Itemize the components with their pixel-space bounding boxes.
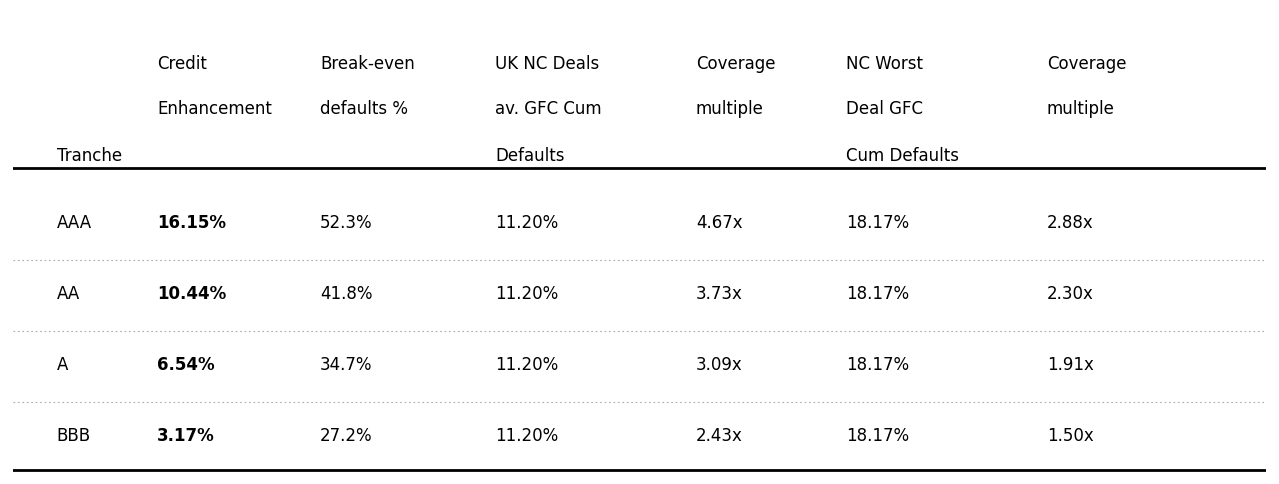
Text: AAA: AAA: [56, 214, 92, 232]
Text: 52.3%: 52.3%: [320, 214, 372, 232]
Text: av. GFC Cum: av. GFC Cum: [495, 100, 602, 118]
Text: BBB: BBB: [56, 427, 91, 445]
Text: 11.20%: 11.20%: [495, 427, 559, 445]
Text: 18.17%: 18.17%: [847, 285, 909, 303]
Text: 2.30x: 2.30x: [1046, 285, 1094, 303]
Text: Tranche: Tranche: [56, 147, 122, 165]
Text: 11.20%: 11.20%: [495, 356, 559, 374]
Text: 3.17%: 3.17%: [157, 427, 215, 445]
Text: 3.73x: 3.73x: [696, 285, 743, 303]
Text: Deal GFC: Deal GFC: [847, 100, 923, 118]
Text: multiple: multiple: [1046, 100, 1115, 118]
Text: multiple: multiple: [696, 100, 764, 118]
Text: 18.17%: 18.17%: [847, 214, 909, 232]
Text: 10.44%: 10.44%: [157, 285, 226, 303]
Text: A: A: [56, 356, 68, 374]
Text: defaults %: defaults %: [320, 100, 408, 118]
Text: Break-even: Break-even: [320, 55, 414, 73]
Text: 1.91x: 1.91x: [1046, 356, 1094, 374]
Text: Coverage: Coverage: [696, 55, 775, 73]
Text: 11.20%: 11.20%: [495, 214, 559, 232]
Text: 2.88x: 2.88x: [1046, 214, 1094, 232]
Text: 18.17%: 18.17%: [847, 356, 909, 374]
Text: NC Worst: NC Worst: [847, 55, 923, 73]
Text: Defaults: Defaults: [495, 147, 565, 165]
Text: Credit: Credit: [157, 55, 207, 73]
Text: 18.17%: 18.17%: [847, 427, 909, 445]
Text: 41.8%: 41.8%: [320, 285, 372, 303]
Text: 1.50x: 1.50x: [1046, 427, 1094, 445]
Text: 34.7%: 34.7%: [320, 356, 372, 374]
Text: Coverage: Coverage: [1046, 55, 1127, 73]
Text: 6.54%: 6.54%: [157, 356, 215, 374]
Text: AA: AA: [56, 285, 79, 303]
Text: 16.15%: 16.15%: [157, 214, 226, 232]
Text: UK NC Deals: UK NC Deals: [495, 55, 600, 73]
Text: 3.09x: 3.09x: [696, 356, 743, 374]
Text: Enhancement: Enhancement: [157, 100, 272, 118]
Text: 27.2%: 27.2%: [320, 427, 372, 445]
Text: 11.20%: 11.20%: [495, 285, 559, 303]
Text: 2.43x: 2.43x: [696, 427, 743, 445]
Text: Cum Defaults: Cum Defaults: [847, 147, 959, 165]
Text: 4.67x: 4.67x: [696, 214, 743, 232]
